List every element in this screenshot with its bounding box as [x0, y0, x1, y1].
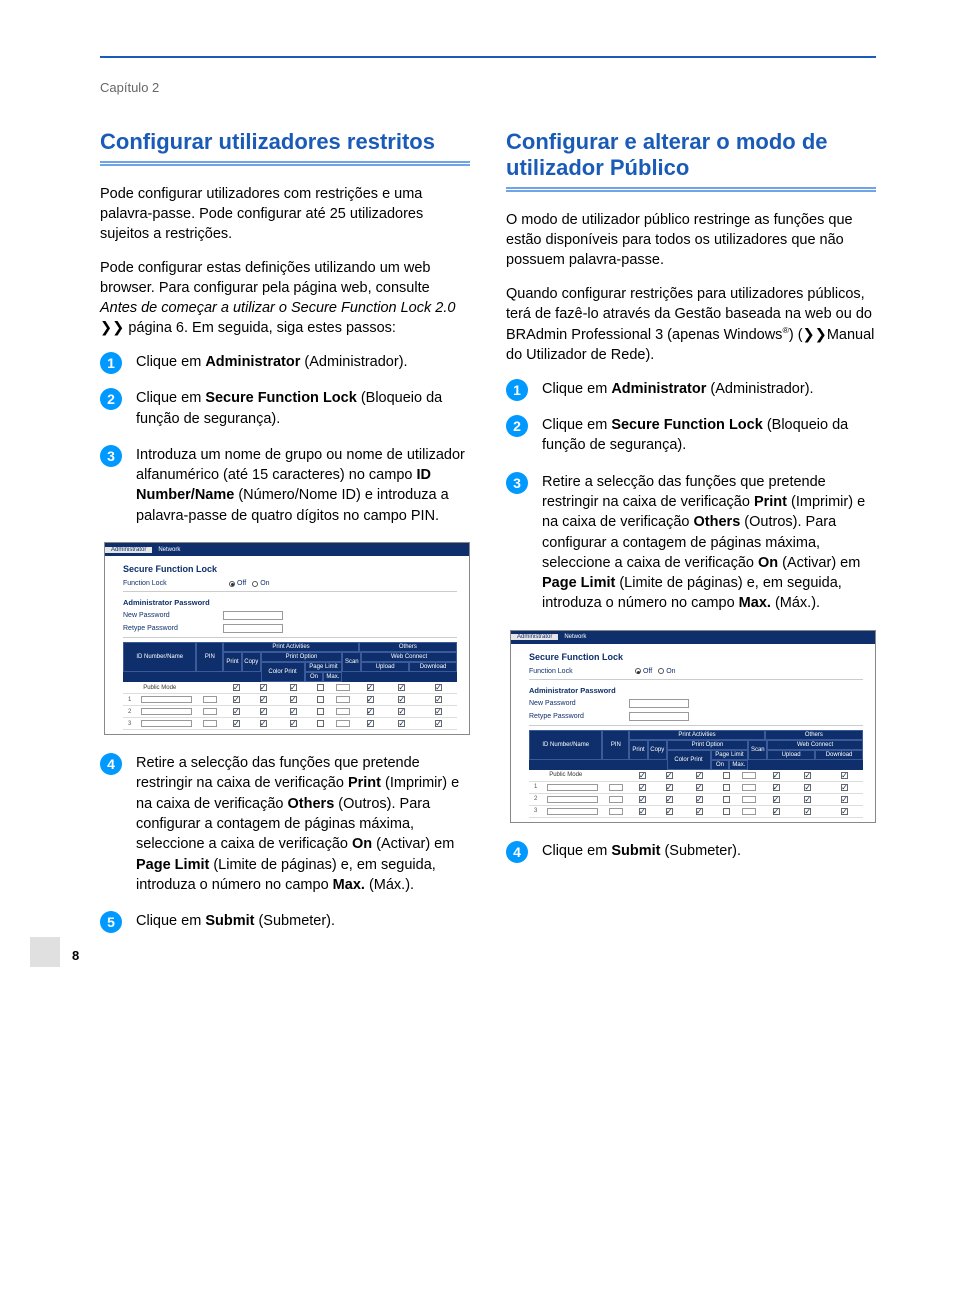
left-step-4: 4 Retire a selecção das funções que pret…	[100, 753, 470, 895]
left-column: Configurar utilizadores restritos Pode c…	[100, 129, 470, 947]
top-rule	[100, 56, 876, 58]
badge-2: 2	[100, 388, 122, 410]
retype-password-input[interactable]	[223, 624, 283, 633]
ss-title: Secure Function Lock	[123, 564, 457, 574]
ss-tab-network[interactable]: Network	[558, 634, 592, 640]
right-heading: Configurar e alterar o modo de utilizado…	[506, 129, 876, 181]
radio-off[interactable]	[229, 581, 235, 587]
badge-5: 5	[100, 911, 122, 933]
left-steps: 1 Clique em Administrator (Administrador…	[100, 352, 470, 526]
chapter-label: Capítulo 2	[100, 80, 876, 95]
new-password-input[interactable]	[629, 699, 689, 708]
screenshot-left: Administrator Network Secure Function Lo…	[104, 542, 470, 735]
ss-tab-admin[interactable]: Administrator	[511, 634, 558, 640]
left-p1: Pode configurar utilizadores com restriç…	[100, 184, 470, 244]
new-password-input[interactable]	[223, 611, 283, 620]
ss-tab-admin[interactable]: Administrator	[105, 547, 152, 553]
right-column: Configurar e alterar o modo de utilizado…	[506, 129, 876, 947]
left-step-2: 2 Clique em Secure Function Lock (Bloque…	[100, 388, 470, 429]
badge-3: 3	[100, 445, 122, 467]
ss-table: ID Number/Name PIN Print Activities Othe…	[123, 642, 457, 730]
right-p2: Quando configurar restrições para utiliz…	[506, 284, 876, 365]
left-step-5: 5 Clique em Submit (Submeter).	[100, 911, 470, 931]
ss-tab-network[interactable]: Network	[152, 547, 186, 553]
radio-on[interactable]	[658, 668, 664, 674]
badge-1: 1	[100, 352, 122, 374]
left-step-1: 1 Clique em Administrator (Administrador…	[100, 352, 470, 372]
badge-4: 4	[100, 753, 122, 775]
page-number: 8	[72, 948, 79, 963]
ss-tbody-left: Public Mode123	[123, 682, 457, 730]
right-steps-2: 4 Clique em Submit (Submeter).	[506, 841, 876, 861]
left-steps-2: 4 Retire a selecção das funções que pret…	[100, 753, 470, 931]
right-step-4: 4 Clique em Submit (Submeter).	[506, 841, 876, 861]
screenshot-right: Administrator Network Secure Function Lo…	[510, 630, 876, 823]
left-heading: Configurar utilizadores restritos	[100, 129, 470, 155]
right-step-3: 3 Retire a selecção das funções que pret…	[506, 472, 876, 614]
ss-tbody-right: Public Mode123	[529, 770, 863, 818]
section-underline	[506, 187, 876, 192]
left-step-3: 3 Introduza um nome de grupo ou nome de …	[100, 445, 470, 526]
page-tab	[30, 937, 60, 967]
right-steps: 1 Clique em Administrator (Administrador…	[506, 379, 876, 614]
radio-off[interactable]	[635, 668, 641, 674]
right-step-1: 1 Clique em Administrator (Administrador…	[506, 379, 876, 399]
retype-password-input[interactable]	[629, 712, 689, 721]
right-step-2: 2 Clique em Secure Function Lock (Bloque…	[506, 415, 876, 456]
right-p1: O modo de utilizador público restringe a…	[506, 210, 876, 270]
left-p2: Pode configurar estas definições utiliza…	[100, 258, 470, 338]
section-underline	[100, 161, 470, 166]
radio-on[interactable]	[252, 581, 258, 587]
